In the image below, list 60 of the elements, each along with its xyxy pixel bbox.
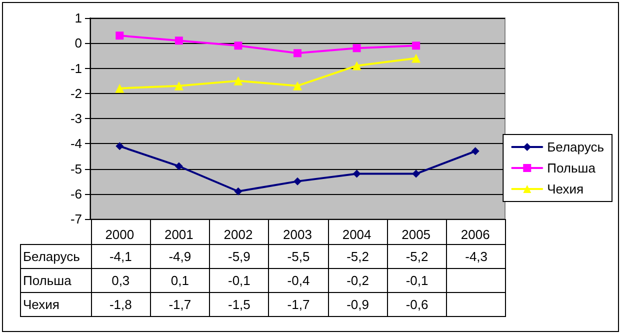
- point: [294, 177, 302, 186]
- point: [294, 49, 302, 58]
- y-tick-label: 1: [74, 10, 82, 26]
- data-label: 0,3: [91, 268, 150, 292]
- data-label: -5,2: [387, 244, 447, 268]
- x-tick-label: 2003: [283, 227, 312, 242]
- point: [293, 81, 302, 90]
- point: [352, 170, 361, 178]
- data-label: -1,5: [210, 292, 269, 316]
- text: Чехия: [23, 297, 60, 312]
- data-label: -1,7: [268, 292, 328, 316]
- data-label: -4,3: [446, 244, 506, 268]
- legend-label: Беларусь: [547, 140, 604, 154]
- x-tick-label: 2002: [224, 227, 253, 242]
- y-tick-label: -4: [70, 136, 82, 152]
- data-label: 0,1: [150, 268, 210, 292]
- data-label: -0,2: [328, 268, 388, 292]
- x-tick-label: 2005: [402, 227, 431, 242]
- legend-label: Польша: [547, 160, 596, 176]
- point: [234, 76, 243, 86]
- point: [412, 42, 420, 50]
- data-label: -0,6: [387, 292, 447, 316]
- point: [115, 84, 124, 93]
- point: [116, 32, 124, 40]
- y-tick-label: -2: [70, 86, 82, 101]
- x-tick-label: 2000: [105, 227, 134, 242]
- data-label: -0,9: [328, 292, 388, 316]
- y-tick-label: -6: [70, 186, 82, 202]
- point: [234, 42, 242, 50]
- point: [471, 147, 480, 156]
- point: [352, 61, 362, 70]
- data-label: -5,2: [328, 244, 388, 268]
- point: [412, 54, 421, 63]
- data-label: -5,5: [268, 244, 328, 268]
- data-label: -0,1: [387, 268, 447, 292]
- data-label: -4,1: [91, 244, 150, 268]
- text: Польша: [23, 273, 72, 288]
- x-tick-label: 2004: [342, 227, 372, 242]
- data-label: -0,1: [210, 268, 269, 292]
- y-tick-label: -1: [70, 60, 82, 76]
- data-label: -5,9: [210, 244, 269, 268]
- legend-label: Чехия: [547, 182, 584, 196]
- x-tick-label: 2006: [460, 227, 490, 242]
- data-label: -4,9: [150, 244, 210, 268]
- point: [174, 36, 183, 45]
- point: [116, 142, 124, 150]
- y-tick-label: -5: [70, 161, 82, 176]
- y-tick-label: -3: [70, 111, 82, 126]
- point: [174, 162, 183, 170]
- point: [412, 170, 420, 178]
- data-label: -1,7: [150, 292, 210, 316]
- point: [352, 44, 361, 52]
- data-label: -1,8: [91, 292, 150, 316]
- x-tick-label: 2001: [164, 227, 194, 242]
- point: [174, 81, 184, 90]
- point: [234, 187, 242, 196]
- text: Беларусь: [23, 249, 80, 264]
- data-label: -0,4: [268, 268, 328, 292]
- y-tick-label: 0: [74, 36, 82, 51]
- y-tick-label: -7: [70, 212, 82, 226]
